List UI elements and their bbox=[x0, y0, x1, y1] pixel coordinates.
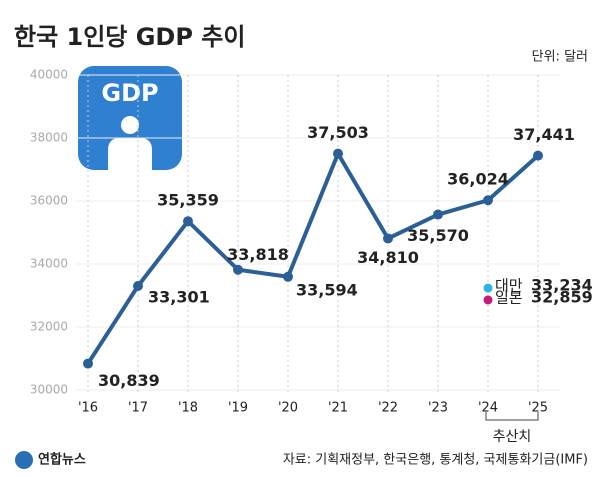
series-line bbox=[86, 151, 540, 365]
data-label: 34,810 bbox=[357, 248, 419, 267]
y-tick-label: 40000 bbox=[30, 68, 68, 82]
data-label: 33,301 bbox=[148, 288, 210, 307]
x-tick-label: '22 bbox=[378, 401, 398, 416]
data-label: 37,441 bbox=[513, 125, 575, 144]
icon-body bbox=[108, 138, 152, 170]
icon-head bbox=[121, 116, 139, 134]
comparison-name: 대만 bbox=[495, 277, 523, 295]
data-point bbox=[83, 358, 93, 369]
comparison-label: 32,859 bbox=[531, 287, 593, 306]
y-tick-label: 36000 bbox=[30, 194, 68, 208]
data-point bbox=[283, 271, 293, 282]
comparison-label: 33,234 bbox=[531, 276, 593, 295]
x-tick-label: '17 bbox=[128, 401, 148, 416]
x-tick-label: '16 bbox=[78, 401, 98, 416]
unit-label: 단위: 달러 bbox=[532, 50, 588, 65]
data-label: 35,570 bbox=[407, 226, 469, 245]
x-tick-label: '24 bbox=[478, 401, 498, 416]
icon-text: GDP bbox=[101, 79, 158, 107]
chart-title: 한국 1인당 GDP 추이 bbox=[14, 23, 245, 51]
data-point bbox=[433, 209, 443, 220]
data-point bbox=[183, 216, 193, 227]
x-tick-label: '25 bbox=[528, 401, 548, 416]
x-tick-label: '20 bbox=[278, 401, 298, 416]
estimate-bracket bbox=[485, 412, 539, 421]
comparison-point bbox=[483, 283, 493, 293]
data-point bbox=[233, 264, 243, 275]
data-label: 33,818 bbox=[227, 245, 289, 264]
logo: 연합뉴스 bbox=[38, 452, 86, 468]
data-point bbox=[333, 148, 343, 159]
logo-mark bbox=[15, 451, 33, 469]
data-label: 37,503 bbox=[307, 123, 369, 142]
data-label: 33,594 bbox=[296, 280, 358, 299]
x-tick-label: '19 bbox=[228, 401, 248, 416]
y-tick-label: 38000 bbox=[30, 131, 68, 145]
data-point bbox=[483, 195, 493, 206]
x-tick-label: '21 bbox=[328, 401, 348, 416]
data-point bbox=[533, 150, 543, 161]
y-tick-label: 34000 bbox=[30, 257, 68, 271]
data-label: 35,359 bbox=[157, 191, 219, 210]
data-label: 36,024 bbox=[447, 170, 509, 189]
data-point bbox=[383, 233, 393, 244]
comparison-point bbox=[483, 295, 493, 305]
source: 자료: 기획재정부, 한국은행, 통계청, 국제통화기금(IMF) bbox=[283, 452, 588, 468]
x-tick-label: '18 bbox=[178, 401, 198, 416]
data-label: 30,839 bbox=[98, 371, 160, 390]
data-point bbox=[133, 281, 143, 292]
gdp-icon: GDP bbox=[78, 66, 182, 170]
x-tick-label: '23 bbox=[428, 401, 448, 416]
y-tick-label: 32000 bbox=[30, 320, 68, 334]
estimate-label: 추산치 bbox=[493, 429, 532, 445]
y-tick-label: 30000 bbox=[30, 383, 68, 397]
comparison-name: 일본 bbox=[495, 288, 523, 306]
